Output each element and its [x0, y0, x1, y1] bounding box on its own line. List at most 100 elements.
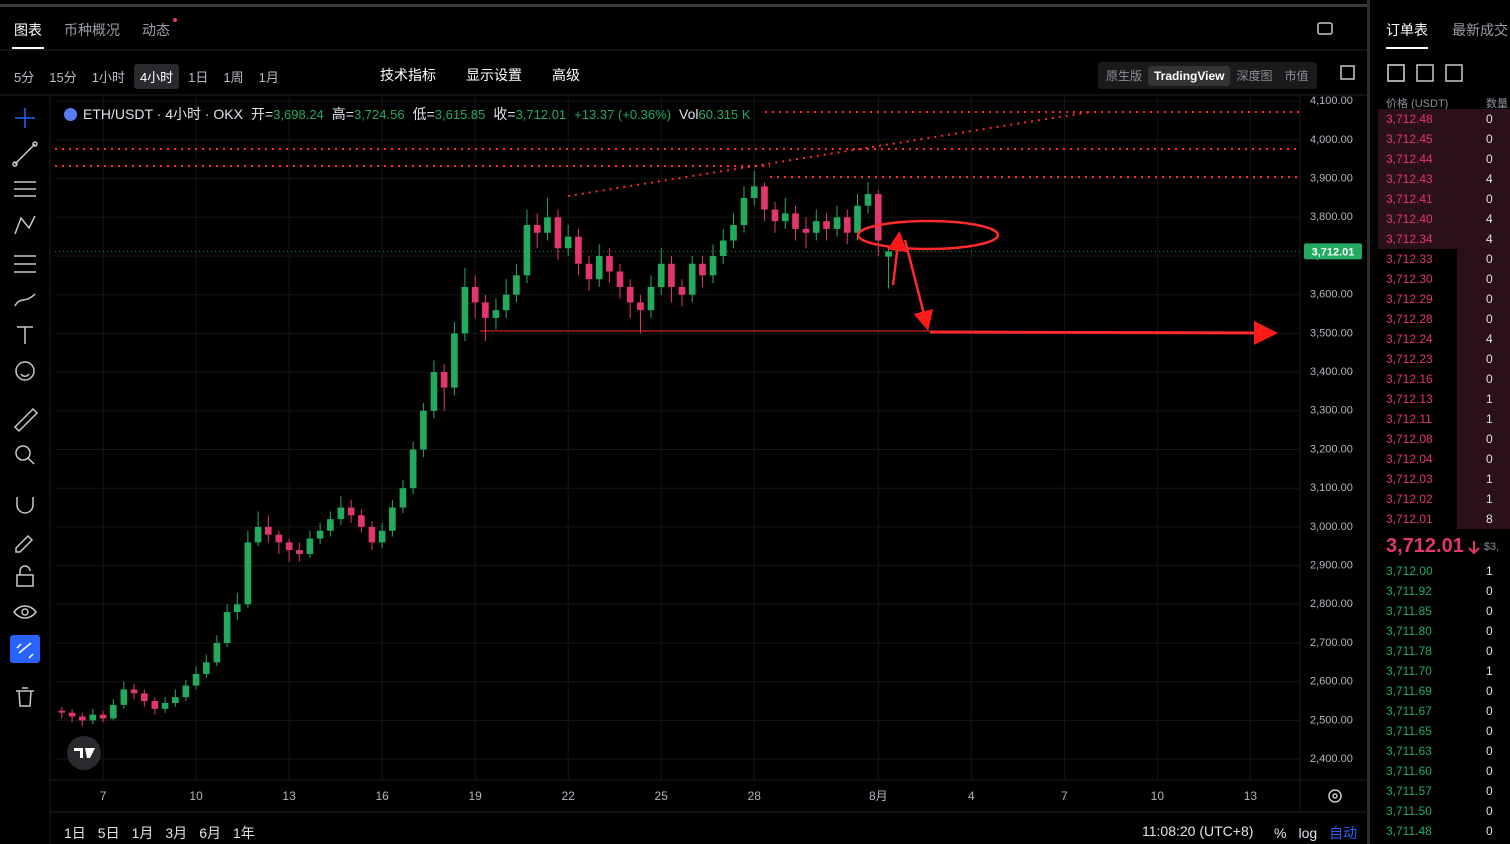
order-row[interactable]: 3,711.85 0: [1378, 601, 1510, 621]
order-price: 3,712.28: [1386, 312, 1433, 326]
scale-option[interactable]: log: [1298, 825, 1318, 841]
order-qty: 0: [1486, 312, 1493, 326]
order-price: 3,712.04: [1386, 452, 1433, 466]
order-row[interactable]: 3,712.43 4: [1378, 169, 1510, 189]
order-row[interactable]: 3,712.44 0: [1378, 149, 1510, 169]
interval-button[interactable]: 5分: [14, 70, 35, 85]
order-price: 3,711.65: [1386, 724, 1432, 738]
header-tab[interactable]: 动态: [142, 22, 170, 38]
order-price: 3,712.48: [1386, 112, 1433, 126]
candle-body: [585, 263, 593, 280]
order-row[interactable]: 3,712.23 0: [1378, 349, 1510, 369]
order-price: 3,712.02: [1386, 492, 1433, 506]
order-row[interactable]: 3,712.03 1: [1378, 469, 1510, 489]
y-tick-label: 2,400.00: [1310, 753, 1353, 765]
order-row[interactable]: 3,712.28 0: [1378, 309, 1510, 329]
tool-button[interactable]: 高级: [552, 67, 580, 83]
interval-button[interactable]: 15分: [49, 70, 77, 85]
view-button[interactable]: 原生版: [1106, 69, 1143, 83]
order-book-tab[interactable]: 最新成交: [1452, 22, 1508, 38]
order-price: 3,711.78: [1386, 644, 1432, 658]
legend: ETH/USDT · 4小时 · OKX 开= 3,698.24 高= 3,724.56…: [64, 104, 751, 124]
header-tab[interactable]: 币种概况: [64, 22, 120, 38]
interval-button[interactable]: 1小时: [91, 70, 125, 85]
icons[interactable]: [1317, 22, 1463, 803]
order-row[interactable]: 3,712.08 0: [1378, 429, 1510, 449]
view-button[interactable]: TradingView: [1148, 65, 1231, 86]
order-row[interactable]: 3,712.45 0: [1378, 129, 1510, 149]
interval-button[interactable]: 1周: [223, 70, 244, 85]
order-row[interactable]: 3,712.24 4: [1378, 329, 1510, 349]
order-row[interactable]: 3,711.69 0: [1378, 681, 1510, 701]
candle-body: [368, 526, 376, 543]
order-row[interactable]: 3,712.41 0: [1378, 189, 1510, 209]
order-row[interactable]: 3,712.40 4: [1378, 209, 1510, 229]
order-price: 3,712.01: [1386, 512, 1433, 526]
y-tick-label: 3,800.00: [1310, 211, 1353, 223]
tool-bar: 技术指标 显示设置 高级: [380, 65, 580, 85]
order-row[interactable]: 3,711.67 0: [1378, 701, 1510, 721]
order-book-tab[interactable]: 订单表: [1386, 22, 1428, 38]
order-row[interactable]: 3,712.16 0: [1378, 369, 1510, 389]
order-row[interactable]: 3,712.33 0: [1378, 249, 1510, 269]
candle-body: [378, 530, 386, 543]
column-header: 数量: [1486, 98, 1508, 110]
candle-body: [792, 213, 799, 229]
interval-bar: 5分 15分 1小时 4小时 1日 1周 1月: [8, 64, 288, 89]
left-tools[interactable]: [10, 108, 40, 707]
tool-button[interactable]: 显示设置: [466, 67, 522, 83]
order-row[interactable]: 3,712.13 1: [1378, 389, 1510, 409]
order-row[interactable]: 3,711.78 0: [1378, 641, 1510, 661]
interval-button[interactable]: 1日: [188, 70, 209, 85]
x-tick-label: 28: [748, 789, 762, 803]
order-row[interactable]: 3,711.60 0: [1378, 761, 1510, 781]
order-row[interactable]: 3,712.04 0: [1378, 449, 1510, 469]
range-button[interactable]: 5日: [97, 825, 120, 841]
order-row[interactable]: 3,712.02 1: [1378, 489, 1510, 509]
scale-option[interactable]: 自动: [1329, 825, 1358, 841]
scale-option[interactable]: %: [1274, 825, 1287, 841]
order-row[interactable]: 3,712.34 4: [1378, 229, 1510, 249]
order-row[interactable]: 3,711.63 0: [1378, 741, 1510, 761]
tool-button[interactable]: 技术指标: [380, 67, 436, 83]
candle-body: [151, 701, 159, 709]
candle-body: [316, 530, 324, 539]
order-row[interactable]: 3,711.70 1: [1378, 661, 1510, 681]
order-book-header: 价格 (USDT) 数量: [1386, 95, 1508, 111]
tab-underline: [1386, 47, 1428, 49]
interval-button[interactable]: 4小时: [133, 64, 180, 89]
order-row[interactable]: 3,712.30 0: [1378, 269, 1510, 289]
range-button[interactable]: 1日: [64, 825, 86, 841]
candle-body: [192, 673, 200, 686]
drawn-arrow: [903, 239, 933, 331]
order-price: 3,711.50: [1386, 804, 1432, 818]
range-button[interactable]: 1年: [232, 825, 255, 841]
range-button[interactable]: 6月: [199, 825, 221, 841]
view-button[interactable]: 市值: [1284, 69, 1309, 83]
order-qty: 0: [1486, 604, 1493, 618]
candle-body: [626, 286, 634, 303]
order-row[interactable]: 3,712.01 8: [1378, 509, 1510, 529]
header-tab[interactable]: 图表: [14, 22, 42, 38]
order-row[interactable]: 3,711.80 0: [1378, 621, 1510, 641]
view-button[interactable]: 深度图: [1236, 69, 1273, 83]
order-row[interactable]: 3,712.48 0: [1378, 109, 1510, 129]
interval-button[interactable]: 1月: [258, 70, 279, 85]
order-row[interactable]: 3,711.65 0: [1378, 721, 1510, 741]
order-row[interactable]: 3,711.50 0: [1378, 801, 1510, 821]
order-row[interactable]: 3,712.11 1: [1378, 409, 1510, 429]
candle-body: [182, 685, 190, 698]
order-row[interactable]: 3,712.00 1: [1378, 561, 1510, 581]
range-button[interactable]: 3月: [165, 825, 188, 841]
order-row[interactable]: 3,711.57 0: [1378, 781, 1510, 801]
candle-body: [719, 240, 727, 256]
order-qty: 4: [1486, 232, 1493, 246]
order-row[interactable]: 3,711.48 0: [1378, 821, 1510, 841]
order-price: 3,711.48: [1386, 824, 1432, 838]
range-button[interactable]: 1月: [131, 825, 154, 841]
order-qty: 1: [1486, 472, 1493, 486]
order-row[interactable]: 3,712.29 0: [1378, 289, 1510, 309]
order-row[interactable]: 3,711.92 0: [1378, 581, 1510, 601]
scale-options: % log 自动: [1274, 823, 1357, 843]
x-tick-label: 8月: [869, 789, 888, 803]
